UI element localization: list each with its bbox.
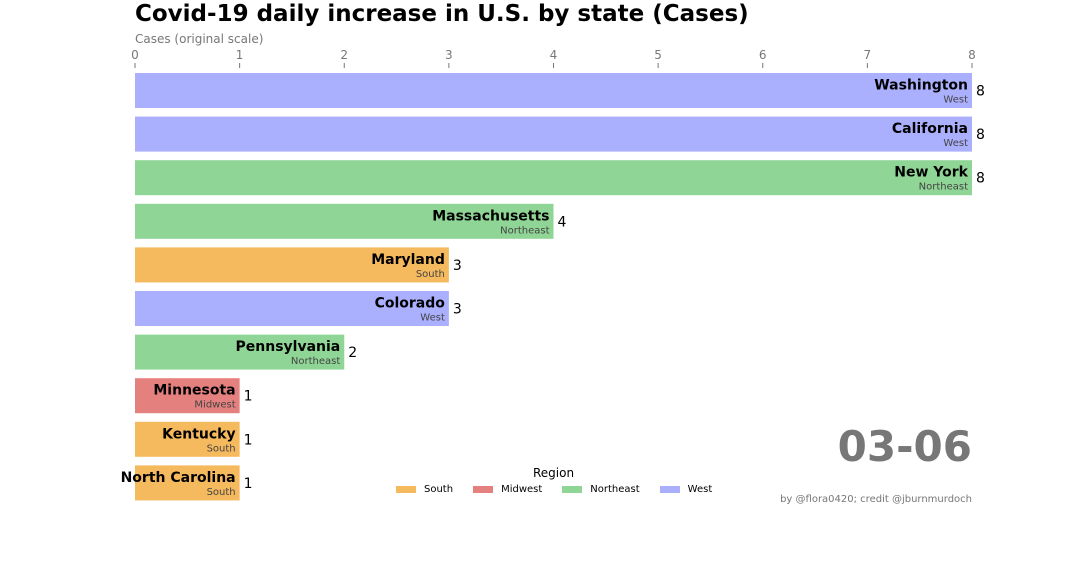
legend-item-south: South	[396, 484, 453, 495]
bar-label-colorado: Colorado	[375, 296, 446, 312]
bar-label-pennsylvania: Pennsylvania	[236, 339, 341, 355]
legend-label-south: South	[424, 484, 454, 495]
axis-subtitle: Cases (original scale)	[135, 32, 264, 46]
legend-item-northeast: Northeast	[562, 484, 640, 495]
bar-california	[135, 116, 972, 152]
bar-value-kentucky: 1	[244, 432, 253, 448]
chart-title: Covid-19 daily increase in U.S. by state…	[135, 1, 749, 27]
x-tick-label: 1	[236, 48, 244, 62]
x-tick-label: 0	[131, 48, 139, 62]
x-tick-label: 3	[445, 48, 453, 62]
bar-label-minnesota: Minnesota	[153, 383, 235, 399]
legend-swatch-midwest	[473, 486, 494, 493]
legend-swatch-south	[396, 486, 416, 493]
bar-label-massachusetts: Massachusetts	[432, 208, 549, 224]
x-tick-label: 2	[340, 48, 348, 62]
bar-pennsylvania	[135, 334, 345, 370]
bar-new-york	[135, 160, 972, 196]
legend-item-west: West	[659, 484, 713, 495]
bar-colorado	[135, 291, 449, 326]
bar-value-pennsylvania: 2	[348, 345, 357, 361]
bar-massachusetts	[135, 203, 554, 239]
bar-washington	[135, 73, 972, 108]
credit-text: by @flora0420; credit @jburnmurdoch	[780, 494, 972, 505]
bar-kentucky	[135, 421, 240, 457]
bar-region-washington: West	[943, 95, 968, 106]
bar-region-massachusetts: Northeast	[500, 225, 549, 236]
date-label: 03-06	[837, 422, 972, 471]
bar-region-north-carolina: South	[207, 487, 236, 498]
bar-minnesota	[135, 378, 240, 414]
bar-region-pennsylvania: Northeast	[291, 356, 340, 367]
bar-value-minnesota: 1	[244, 389, 253, 405]
bar-value-washington: 8	[976, 84, 985, 100]
bar-value-maryland: 3	[453, 258, 462, 274]
bar-value-north-carolina: 1	[244, 476, 253, 492]
bar-region-minnesota: Midwest	[194, 400, 235, 411]
bar-region-california: West	[943, 138, 968, 149]
legend-swatch-west	[659, 486, 680, 493]
legend-title: Region	[533, 466, 575, 480]
x-tick-label: 4	[550, 48, 558, 62]
bar-value-new-york: 8	[976, 171, 985, 187]
legend-label-west: West	[687, 484, 713, 495]
bar-region-maryland: South	[416, 269, 445, 280]
bar-label-north-carolina: North Carolina	[121, 470, 236, 486]
x-tick-label: 7	[864, 48, 872, 62]
bar-label-new-york: New York	[894, 165, 968, 181]
bar-region-colorado: West	[420, 313, 445, 324]
bar-region-kentucky: South	[207, 443, 236, 454]
x-tick-label: 8	[968, 48, 976, 62]
bar-label-maryland: Maryland	[371, 252, 445, 268]
bar-maryland	[135, 247, 449, 283]
bar-value-colorado: 3	[453, 302, 462, 318]
legend-label-midwest: Midwest	[501, 484, 543, 495]
x-tick-label: 6	[759, 48, 767, 62]
x-tick-label: 5	[654, 48, 662, 62]
bar-label-kentucky: Kentucky	[162, 426, 235, 442]
bar-north-carolina	[135, 465, 240, 501]
bar-region-new-york: Northeast	[919, 182, 968, 193]
legend-label-northeast: Northeast	[590, 484, 640, 495]
legend: South Midwest Northeast West	[396, 484, 732, 495]
legend-swatch-northeast	[562, 486, 583, 493]
bar-value-massachusetts: 4	[558, 214, 567, 230]
bar-value-california: 8	[976, 127, 985, 143]
legend-item-midwest: Midwest	[473, 484, 542, 495]
bar-label-washington: Washington	[874, 78, 968, 94]
bar-label-california: California	[892, 121, 968, 137]
